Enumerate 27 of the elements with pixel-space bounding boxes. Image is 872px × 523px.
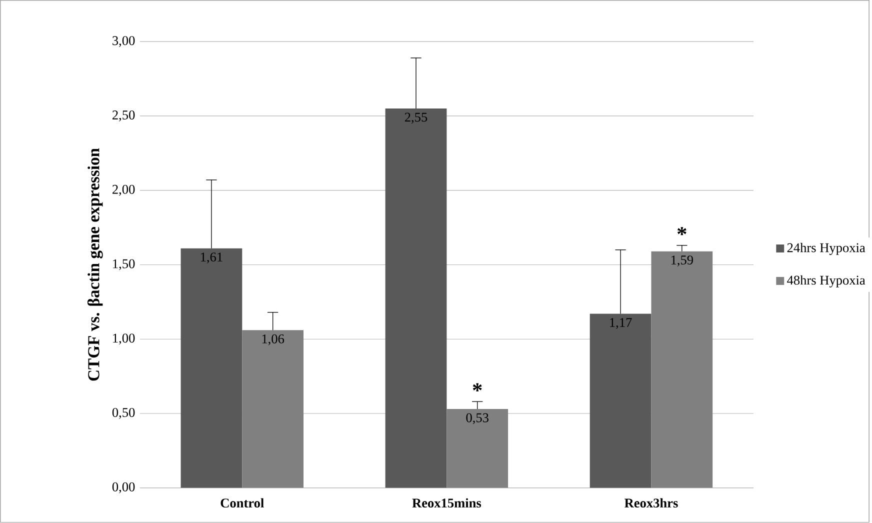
data-label: 1,61 xyxy=(201,252,222,264)
data-label: 1,59 xyxy=(671,256,693,267)
annotation: * xyxy=(677,227,686,236)
data-label: 0,53 xyxy=(466,413,488,424)
bar xyxy=(446,409,508,488)
y-tick-label: 0,50 xyxy=(112,408,135,420)
bar xyxy=(242,330,304,488)
legend-label: 24hrs Hypoxia xyxy=(787,242,866,256)
y-tick-label: 2,00 xyxy=(112,185,135,196)
bar xyxy=(590,314,652,488)
y-tick-label: 1,50 xyxy=(113,259,135,270)
y-tick-label: 2,50 xyxy=(112,110,135,122)
bar xyxy=(651,251,713,488)
legend-label: 48hrs Hypoxia xyxy=(787,275,866,288)
bar xyxy=(385,108,447,488)
y-axis-title: CTGF vs. βactin gene expression xyxy=(87,148,103,381)
bar xyxy=(180,248,242,488)
x-tick-label: Reox15mins xyxy=(412,498,482,508)
x-tick-label: Reox3hrs xyxy=(624,498,678,508)
annotation: * xyxy=(472,383,482,392)
x-tick-label: Control xyxy=(220,498,264,508)
data-label: 1,06 xyxy=(262,334,284,346)
data-label: 1,17 xyxy=(610,318,632,329)
y-tick-label: 0,00 xyxy=(112,482,135,494)
y-tick-label: 1,00 xyxy=(113,334,135,345)
data-label: 2,55 xyxy=(404,112,428,124)
y-tick-label: 3,00 xyxy=(112,36,135,48)
